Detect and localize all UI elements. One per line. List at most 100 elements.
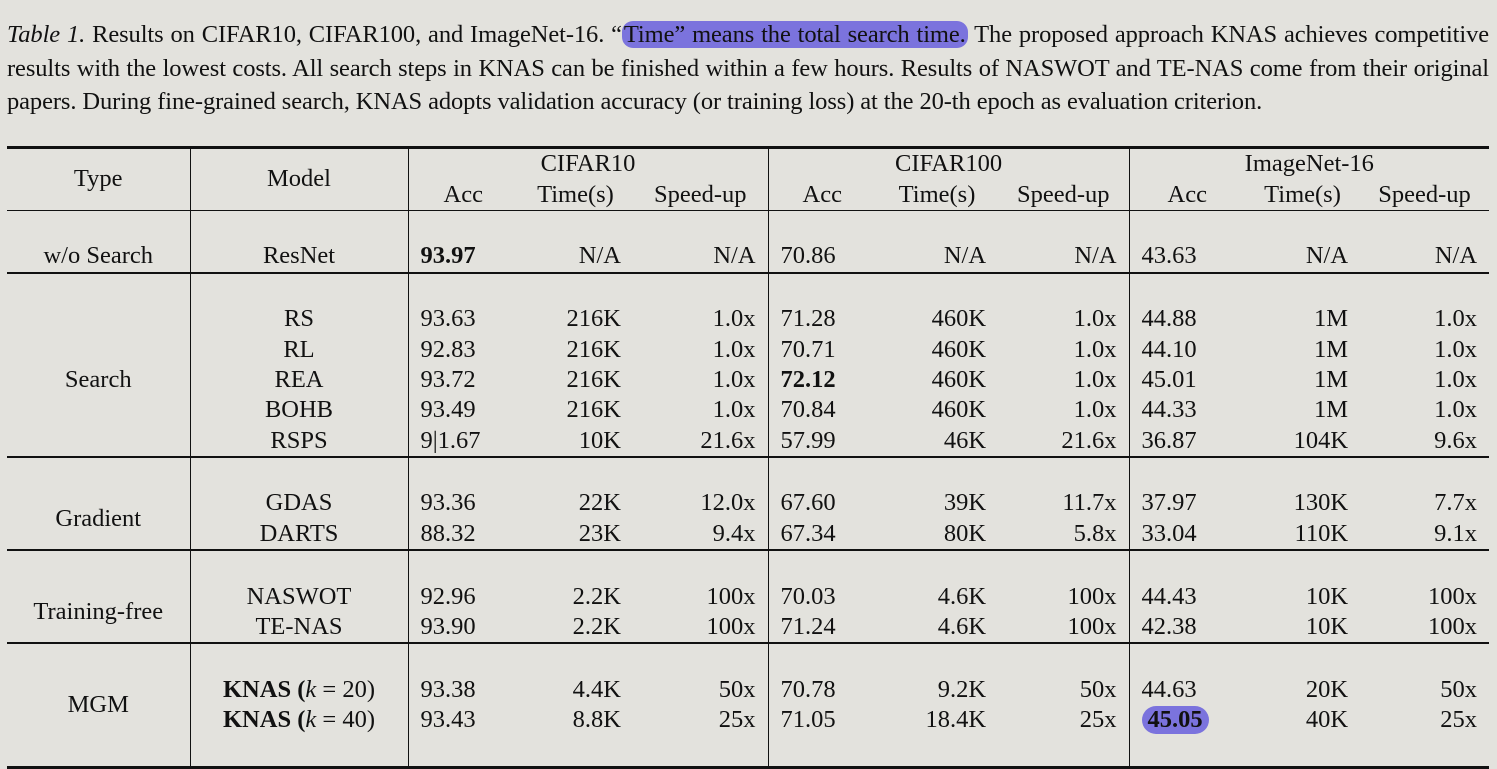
model-name: RL [190, 334, 409, 365]
cell-value[interactable]: 45.05 [1141, 706, 1209, 735]
cell-value: 39K [943, 489, 987, 517]
cell-value: 9|1.67 [420, 426, 481, 454]
cell-value: 70.84 [780, 396, 836, 424]
cell-value: 100x [1067, 613, 1117, 641]
cell-value: 460K [931, 335, 987, 363]
speedup-cell: 1.0x [633, 364, 769, 396]
time-cell: N/A [1245, 241, 1360, 272]
cell-value: 100x [706, 613, 756, 641]
speedup-cell: 50x [998, 674, 1130, 706]
cell-value: 1M [1313, 365, 1349, 393]
model-name: KNAS (k = 40) [190, 705, 409, 736]
cell-value: 1.0x [1434, 305, 1478, 333]
time-cell: 4.4K [518, 675, 633, 705]
acc-cell: 71.24 [768, 612, 876, 643]
time-cell: 23K [518, 519, 633, 550]
cell-value: 36.87 [1141, 426, 1197, 454]
time-cell: 2.2K [518, 581, 633, 611]
cell-value: 44.33 [1141, 396, 1197, 424]
speedup-cell: 12.0x [633, 488, 769, 519]
model-name: DARTS [190, 518, 409, 551]
cell-value: 93.90 [420, 613, 476, 641]
cell-value: 1.0x [1073, 396, 1117, 424]
cell-value: 92.83 [420, 335, 476, 363]
acc-cell: 44.33 [1129, 395, 1245, 425]
acc-cell: 43.63 [1129, 241, 1245, 272]
time-cell: 2.2K [518, 612, 633, 643]
speedup-cell: N/A [1360, 241, 1489, 272]
time-cell: 216K [518, 365, 633, 395]
time-cell: 1M [1245, 334, 1360, 364]
cell-value: 1.0x [1434, 396, 1478, 424]
group-type: Search [7, 303, 191, 457]
model-k-value: 40 [342, 706, 367, 734]
header-model: Model [190, 147, 409, 211]
header-type: Type [7, 147, 191, 211]
cell-value: 43.63 [1141, 242, 1197, 270]
cell-value: 93.36 [420, 489, 476, 517]
acc-cell: 42.38 [1129, 612, 1245, 643]
time-cell: 460K [876, 334, 998, 364]
cell-value: 10K [1305, 613, 1349, 641]
cell-value: 33.04 [1141, 519, 1197, 547]
speedup-cell: 1.0x [1360, 395, 1489, 425]
cell-value: 1.0x [1434, 365, 1478, 393]
group-type: w/o Search [7, 241, 191, 273]
model-name: GDAS [190, 488, 409, 519]
header-acc: Acc [1167, 180, 1207, 208]
cell-value: N/A [1434, 242, 1478, 270]
cell-value: 93.49 [420, 396, 476, 424]
acc-cell: 71.28 [768, 304, 876, 334]
caption-text-before: Results on CIFAR10, CIFAR100, and ImageN… [85, 21, 622, 48]
cell-value: 71.24 [780, 613, 836, 641]
cell-value: 7.7x [1434, 489, 1478, 517]
cell-value: 9.4x [712, 519, 756, 547]
cell-value: 1M [1313, 335, 1349, 363]
caption-highlight[interactable]: Time” means the total search time. [621, 21, 968, 48]
acc-cell: 70.03 [768, 581, 876, 611]
cell-value: 40K [1305, 706, 1349, 734]
table-row: Training-free NASWOT 92.96 2.2K 100x 70.03 4.6… [7, 581, 1489, 644]
cell-value: 460K [931, 305, 987, 333]
cell-value: 2.2K [572, 613, 621, 641]
speedup-cell: 1.0x [633, 303, 769, 335]
cell-value: 18.4K [925, 706, 987, 734]
speedup-cell: 1.0x [1360, 365, 1489, 395]
cell-value: 88.32 [420, 519, 476, 547]
cell-value: 4.6K [937, 582, 987, 610]
acc-cell: 93.97 [408, 241, 518, 272]
model-name: RSPS [190, 425, 409, 457]
speedup-cell: 1.0x [1360, 304, 1489, 334]
speedup-cell: 100x [633, 611, 769, 644]
time-cell: 9.2K [876, 675, 998, 705]
time-cell: 4.6K [876, 612, 998, 643]
speedup-cell: 21.6x [998, 425, 1130, 457]
model-name-text: KNAS [223, 706, 292, 734]
time-cell: 46K [876, 426, 998, 457]
cell-value: 67.60 [780, 489, 836, 517]
time-cell: 216K [518, 395, 633, 425]
table-caption: Table 1. Results on CIFAR10, CIFAR100, a… [7, 18, 1489, 119]
speedup-cell: 100x [1360, 581, 1489, 611]
time-cell: 18.4K [876, 705, 998, 735]
time-cell: 104K [1245, 426, 1360, 457]
acc-cell: 44.43 [1129, 581, 1245, 611]
cell-value: 216K [566, 305, 621, 333]
acc-cell: 71.05 [768, 705, 876, 735]
table-row: w/o Search ResNet 93.97 N/A N/A 70.86 N/A N/A 43… [7, 241, 1489, 273]
speedup-cell: 7.7x [1360, 488, 1489, 518]
time-cell: 1M [1245, 304, 1360, 334]
cell-value: 93.97 [420, 242, 476, 270]
cell-value: 44.43 [1141, 582, 1197, 610]
cell-value: 72.12 [780, 365, 836, 393]
cell-value: 100x [1067, 582, 1117, 610]
cell-value: 100x [1428, 582, 1478, 610]
cell-value: 71.05 [780, 706, 836, 734]
speedup-cell: 11.7x [998, 488, 1130, 519]
cell-value: 1.0x [712, 335, 756, 363]
acc-cell: 70.84 [768, 395, 876, 425]
acc-cell: 67.60 [768, 488, 876, 518]
cell-value: 93.43 [420, 706, 476, 734]
cell-value: N/A [578, 242, 621, 270]
cell-value: 25x [1440, 706, 1478, 734]
